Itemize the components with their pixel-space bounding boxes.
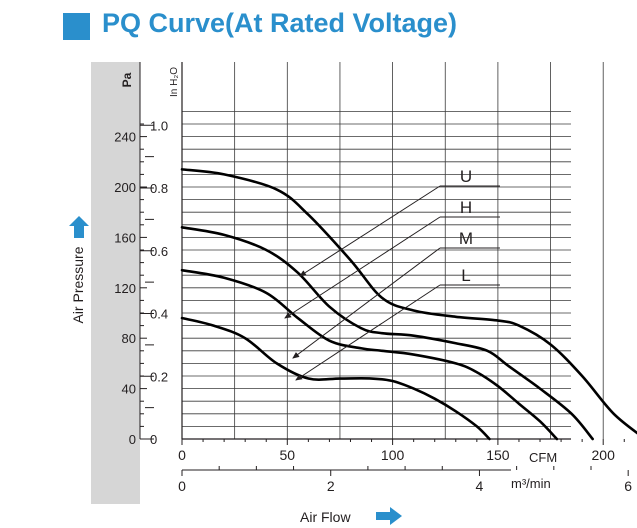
y-tick-label-pa: 40 <box>122 382 136 397</box>
x-unit-cfm: CFM <box>529 450 557 465</box>
y-tick-label-inh2o: 0.6 <box>150 244 168 259</box>
x-tick-label-m3min: 6 <box>624 478 632 494</box>
y-tick-label-inh2o: 0.4 <box>150 307 168 322</box>
y-tick-label-inh2o: 0.8 <box>150 181 168 196</box>
x-tick-label-cfm: 200 <box>592 447 616 463</box>
series-label-L: L <box>461 266 470 285</box>
label-pointer-U <box>299 185 441 277</box>
series-line-H <box>180 226 594 441</box>
x-tick-label-cfm: 0 <box>178 447 186 463</box>
label-pointer-H <box>284 216 441 319</box>
x-axis-area <box>140 439 571 504</box>
x-axis-title-group: Air Flow <box>300 507 402 525</box>
page-title: PQ Curve(At Rated Voltage) <box>102 8 458 38</box>
y-tick-label-pa: 80 <box>122 331 136 346</box>
x-tick-label-cfm: 150 <box>486 447 510 463</box>
label-pointer-M <box>292 247 441 359</box>
series-label-U: U <box>460 167 472 186</box>
y-tick-label-pa: 240 <box>114 130 136 145</box>
right-arrow-icon <box>376 507 402 525</box>
y-axis-title: Air Pressure <box>70 246 86 323</box>
up-arrow-icon <box>69 216 89 238</box>
label-pointer-L <box>295 284 441 381</box>
series-label-H: H <box>460 198 472 217</box>
title-marker <box>63 13 90 40</box>
x-unit-m3min: m³/min <box>511 476 551 491</box>
y-axis-title-group: Air Pressure <box>69 216 89 324</box>
y-tick-label-inh2o: 1.0 <box>150 118 168 133</box>
plot-area <box>182 62 571 439</box>
x-tick-label-m3min: 0 <box>178 478 186 494</box>
series-line-M <box>180 268 559 441</box>
y-unit-inh2o: In H₂O <box>169 67 180 97</box>
series-line-U <box>180 168 637 435</box>
series-lines <box>180 168 637 441</box>
y-tick-label-pa: 0 <box>129 432 136 447</box>
y-tick-label-inh2o: 0 <box>150 432 157 447</box>
y-unit-pa: Pa <box>120 72 134 87</box>
x-tick-label-cfm: 100 <box>381 447 405 463</box>
x-axis-title: Air Flow <box>300 509 351 525</box>
axes <box>139 62 629 476</box>
series-label-M: M <box>459 229 473 248</box>
series-line-L <box>180 316 491 441</box>
y-tick-label-pa: 160 <box>114 230 136 245</box>
y-tick-label-pa: 200 <box>114 180 136 195</box>
y-tick-label-inh2o: 0.2 <box>150 369 168 384</box>
y-tick-label-pa: 120 <box>114 281 136 296</box>
x-tick-label-cfm: 50 <box>280 447 296 463</box>
x-tick-label-m3min: 4 <box>476 478 484 494</box>
x-tick-label-m3min: 2 <box>327 478 335 494</box>
